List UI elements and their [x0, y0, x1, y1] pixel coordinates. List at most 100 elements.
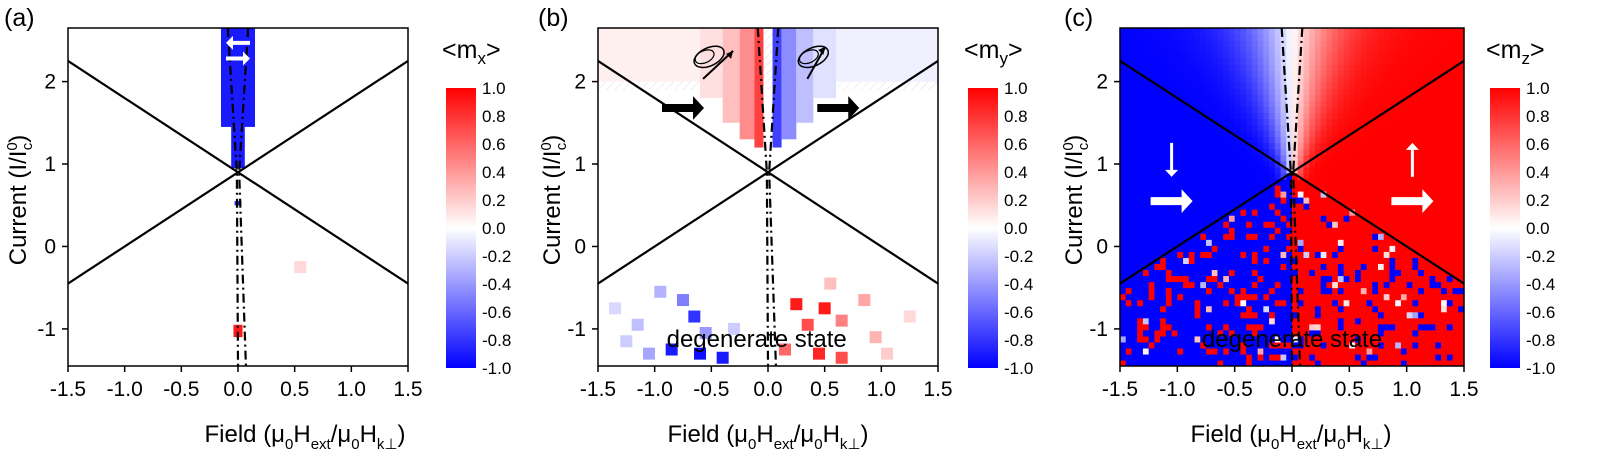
heatmap-cell: [1429, 178, 1436, 186]
heatmap-cell: [1297, 233, 1305, 240]
heatmap-cell: [1423, 88, 1431, 95]
heatmap-cell: [1320, 227, 1327, 234]
heatmap-cell: [1383, 263, 1391, 271]
heatmap-cell: [1234, 359, 1241, 366]
heatmap-cell: [1206, 94, 1213, 102]
heatmap-cell: [1223, 106, 1230, 114]
heatmap-cell: [1269, 118, 1276, 126]
heatmap-cell: [1320, 160, 1327, 168]
heatmap-cell: [1148, 329, 1155, 337]
heatmap-cell: [1378, 323, 1385, 331]
heatmap-cell: [1309, 52, 1316, 59]
heatmap-cell: [1206, 329, 1213, 337]
heatmap-cell: [1286, 227, 1293, 234]
heatmap-cell: [1217, 233, 1224, 240]
heatmap-cell: [1274, 136, 1282, 144]
heatmap-cell: [1280, 329, 1287, 337]
heatmap-cell: [1320, 52, 1327, 59]
heatmap-cell: [1452, 160, 1459, 168]
heatmap-cell: [1171, 154, 1178, 162]
heatmap-cell: [1188, 124, 1196, 132]
heatmap-cell: [1418, 190, 1425, 198]
heatmap-cell: [1314, 58, 1322, 65]
heatmap-cell: [1240, 100, 1247, 108]
heatmap-cell: [1309, 347, 1316, 355]
heatmap-cell: [1372, 329, 1379, 337]
heatmap-cell: [1366, 166, 1373, 174]
heatmap-cell: [1429, 347, 1436, 355]
heatmap-cell: [1337, 203, 1345, 210]
heatmap-cell: [1389, 209, 1396, 216]
heatmap-cell: [1194, 305, 1201, 313]
heatmap-cell: [1314, 293, 1322, 301]
heatmap-cell: [1160, 76, 1167, 83]
heatmap-cell: [1429, 52, 1436, 59]
heatmap-cell: [1131, 118, 1138, 126]
heatmap-cell: [1211, 227, 1219, 234]
heatmap-cell: [1200, 82, 1207, 89]
heatmap-cell: [1188, 299, 1196, 307]
heatmap-cell: [1400, 233, 1408, 240]
heatmap-cell: [1211, 215, 1219, 222]
heatmap-cell: [1441, 94, 1448, 102]
heatmap-cell: [1234, 263, 1241, 271]
heatmap-cell: [1188, 215, 1196, 222]
heatmap-cell: [1332, 148, 1339, 156]
colorbar-tick-label: 1.0: [482, 79, 506, 98]
heatmap-cell: [1292, 347, 1299, 355]
heatmap-cell: [1297, 251, 1305, 258]
heatmap-cell: [1400, 118, 1408, 126]
heatmap-cell: [1257, 341, 1264, 349]
colorbar-tick-label: 0.2: [1004, 191, 1028, 210]
heatmap-cell: [1423, 28, 1431, 35]
heatmap-cell: [1251, 40, 1259, 47]
heatmap-cell: [1378, 269, 1385, 277]
heatmap-cell: [1423, 154, 1431, 162]
heatmap-cell: [1297, 76, 1305, 83]
heatmap-cell: [1263, 245, 1270, 252]
heatmap-cell: [1309, 209, 1316, 216]
heatmap-cell: [1355, 190, 1362, 198]
heatmap-cell: [1223, 269, 1230, 277]
heatmap-cell: [1435, 46, 1442, 53]
heatmap-cell: [1142, 70, 1150, 77]
heatmap-cell: [1412, 257, 1419, 264]
heatmap-cell: [1120, 58, 1127, 65]
heatmap-cell: [1418, 88, 1425, 95]
heatmap-cell: [1309, 275, 1316, 283]
heatmap-cell: [1171, 299, 1178, 307]
heatmap-cell: [1234, 184, 1241, 192]
heatmap-cell: [1257, 203, 1264, 210]
heatmap-cell: [1435, 82, 1442, 89]
heatmap-cell: [1246, 311, 1253, 319]
heatmap-cell: [1412, 209, 1419, 216]
heatmap-cell: [1389, 28, 1396, 35]
heatmap-cell: [1366, 341, 1373, 349]
heatmap-cell: [1200, 40, 1207, 47]
heatmap-cell: [1148, 281, 1155, 289]
heatmap-cell: [1372, 160, 1379, 168]
heatmap-cell: [1274, 353, 1282, 361]
heatmap-cell: [1200, 52, 1207, 59]
heatmap-cell: [1188, 112, 1196, 120]
heatmap-cell: [1429, 275, 1436, 283]
heatmap-cell: [1223, 178, 1230, 186]
heatmap-cell: [1326, 46, 1333, 53]
heatmap-cell: [1355, 76, 1362, 83]
heatmap-cell: [1148, 88, 1155, 95]
heatmap-cell: [1160, 221, 1167, 228]
heatmap-cell: [1446, 28, 1454, 35]
heatmap-cell: [1211, 154, 1219, 162]
heatmap-cell: [1188, 335, 1196, 343]
heatmap-cell: [1183, 227, 1190, 234]
heatmap-cell: [1360, 305, 1368, 313]
heatmap-cell: [1251, 353, 1259, 361]
heatmap-cell: [1366, 76, 1373, 83]
heatmap-cell: [1263, 257, 1270, 264]
heatmap-cell: [1332, 275, 1339, 283]
heatmap-cell: [1412, 287, 1419, 295]
heatmap-cell: [1137, 136, 1144, 144]
heatmap-cell: [1194, 28, 1201, 35]
heatmap-cell: [1332, 287, 1339, 295]
heatmap-cell: [1355, 341, 1362, 349]
